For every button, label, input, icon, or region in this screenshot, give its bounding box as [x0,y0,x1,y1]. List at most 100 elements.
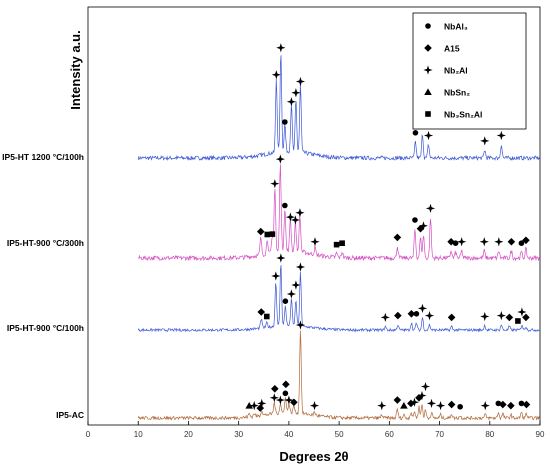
diamond-marker [447,237,455,246]
legend: NbAl₃ A15 Nb₂Al NbSn₂ Nb₃Sn₂Al [412,12,527,130]
legend-item-label: A15 [444,44,460,54]
cross-marker [270,179,280,189]
legend-item-label: Nb₂Al [444,66,468,76]
square-marker [269,231,276,237]
circle-marker [282,202,288,209]
circle-marker [457,403,463,410]
square-marker [339,240,345,246]
cross-marker [424,311,435,321]
legend-item-label: NbAl₃ [444,22,468,32]
cross-marker [420,381,431,392]
series-label: IP5-HT-900 °C/100h [7,323,84,333]
circle-marker [282,298,289,304]
cross-marker [286,97,296,107]
series-labels: IP5-HT 1200 °C/100h IP5-HT-900 °C/300h IP5… [2,152,84,420]
triangle-marker [400,402,408,409]
x-tick-label: 30 [234,430,243,439]
circle-marker [518,240,525,246]
diamond-marker [447,313,456,322]
cross-marker [286,289,296,299]
cross-marker [435,401,446,411]
series-traces [137,55,540,421]
square-marker [264,231,271,238]
square-marker [333,241,340,248]
diamond-marker [522,400,531,409]
cross-marker [271,70,281,80]
diamond-marker [394,311,402,320]
cross-marker [494,237,504,247]
triangle-marker [424,88,432,95]
cross-marker [276,43,286,53]
square-marker [515,318,521,324]
cross-marker [257,398,267,408]
cross-marker [426,398,437,408]
x-tick-label: 20 [184,430,193,439]
diamond-marker [416,224,425,233]
cross-marker [275,154,285,164]
circle-marker [413,311,420,317]
series-label: IP5-HT-900 °C/300h [7,238,84,248]
cross-marker [425,203,436,213]
diamond-marker [507,237,516,246]
series-label: IP5-HT 1200 °C/100h [2,152,84,162]
diamond-marker [256,404,265,412]
cross-marker [276,253,286,263]
series-line [138,164,540,262]
diamond-marker [290,398,298,407]
cross-marker [271,271,281,281]
legend-box [412,12,527,130]
x-tick-label: 10 [134,430,143,439]
cross-marker [423,65,433,75]
circle-marker [282,390,289,397]
diamond-marker [499,400,507,409]
cross-marker [496,311,506,321]
cross-marker [417,390,427,401]
diamond-marker [407,310,416,318]
diamond-marker [424,44,432,52]
series-line [137,265,540,333]
series-label: IP5-AC [56,410,84,420]
cross-marker [275,395,285,405]
diamond-marker [256,227,265,236]
diamond-marker [505,313,514,322]
cross-marker [417,303,428,313]
triangle-marker [245,402,254,409]
x-tick-label: 40 [284,430,293,439]
diamond-marker [271,385,279,393]
cross-marker [295,208,305,218]
cross-marker [290,215,301,225]
cross-marker [295,262,306,272]
diamond-marker [522,313,530,322]
cross-marker [249,401,259,411]
diamond-marker [282,380,290,389]
circle-marker [412,130,419,136]
x-tick-label: 0 [86,430,91,439]
cross-marker [269,393,279,403]
cross-marker [480,401,490,411]
series-line [137,55,540,161]
x-axis-ticks: 0 10 20 30 40 50 60 70 80 90 [86,421,545,439]
x-tick-label: 50 [335,430,344,439]
series-line [137,330,540,421]
x-tick-label: 80 [485,430,494,439]
circle-marker [425,23,431,29]
diamond-marker [447,400,456,409]
cross-marker [496,130,506,141]
legend-item-label: Nb₃Sn₂Al [444,110,482,120]
cross-marker [517,307,527,317]
cross-marker [284,395,294,405]
square-marker [263,313,270,320]
cross-marker [285,212,295,222]
x-tick-label: 60 [385,430,394,439]
cross-marker [309,401,320,411]
diamond-marker [393,233,402,242]
cross-marker [480,311,490,322]
cross-marker [480,136,490,146]
cross-marker [457,237,467,247]
square-marker [425,111,431,117]
cross-marker [409,397,420,407]
cross-marker [423,130,434,141]
circle-marker [518,400,525,407]
cross-marker [380,312,390,322]
